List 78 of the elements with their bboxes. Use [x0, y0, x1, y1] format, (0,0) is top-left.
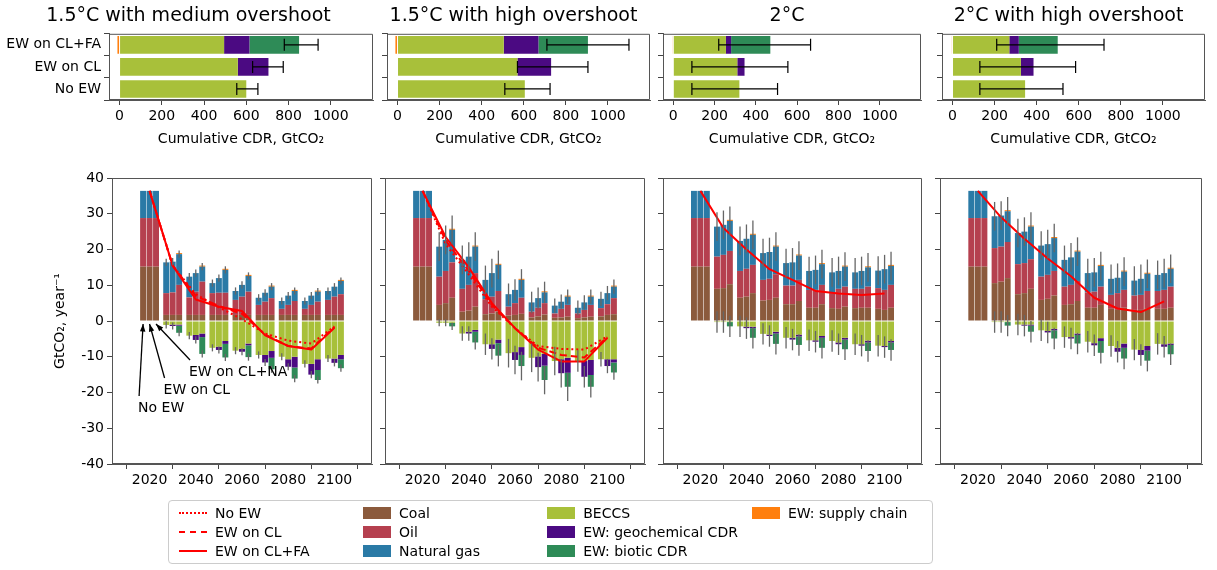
- y-tick-label: -20: [81, 383, 104, 400]
- x-axis-title: Cumulative CDR, GtCO₂: [157, 130, 325, 147]
- x-tick-label: 2020: [404, 471, 441, 488]
- x-tick-label: 0: [948, 107, 957, 124]
- x-tick-label: 800: [1107, 107, 1135, 124]
- x-tick-label: 200: [426, 107, 453, 124]
- y-tick-label: No EW: [54, 79, 102, 96]
- x-tick-label: 200: [701, 107, 728, 124]
- x-tick-label: 200: [981, 107, 1008, 124]
- x-tick-label: 2020: [682, 471, 719, 488]
- x-tick-label: 600: [510, 107, 538, 124]
- legend-label: EW: biotic CDR: [583, 543, 688, 560]
- x-axis-title: Cumulative CDR, GtCO₂: [708, 130, 876, 147]
- x-tick-label: 0: [668, 107, 678, 124]
- x-tick-label: 1000: [1145, 107, 1181, 124]
- x-tick-label: 2060: [774, 471, 811, 488]
- legend-label: EW on CL+FA: [215, 543, 310, 560]
- x-tick-label: 2100: [1146, 471, 1182, 488]
- x-tick-label: 0: [115, 107, 125, 124]
- x-tick-label: 200: [148, 107, 176, 124]
- y-tick-label: -40: [81, 454, 104, 471]
- chart-title: 1.5°C with high overshoot: [389, 3, 638, 26]
- x-tick-label: 2100: [866, 471, 903, 488]
- x-tick-label: 2080: [543, 471, 580, 488]
- y-axis-title: GtCO₂, year⁻¹: [51, 273, 68, 369]
- chart-title: 1.5°C with medium overshoot: [46, 3, 331, 26]
- x-tick-label: 2040: [1006, 471, 1043, 488]
- y-tick-label: -10: [81, 347, 104, 364]
- x-axis-title: Cumulative CDR, GtCO₂: [990, 130, 1157, 147]
- legend-label: BECCS: [583, 504, 631, 521]
- x-tick-label: 2080: [270, 471, 307, 488]
- chart-title: 2°C: [769, 3, 805, 26]
- x-tick-label: 400: [1023, 107, 1051, 124]
- x-tick-label: 2080: [820, 471, 857, 488]
- x-tick-label: 600: [232, 107, 260, 124]
- x-tick-label: 400: [468, 107, 496, 124]
- x-tick-label: 1000: [590, 107, 626, 124]
- x-tick-label: 1000: [861, 107, 898, 124]
- x-tick-label: 800: [552, 107, 580, 124]
- legend-label: EW on CL: [215, 523, 282, 540]
- x-tick-label: 2060: [497, 471, 533, 488]
- x-tick-label: 2020: [131, 471, 168, 488]
- x-tick-label: 2080: [1099, 471, 1136, 488]
- y-tick-label: 20: [86, 240, 104, 257]
- x-axis-title: Cumulative CDR, GtCO₂: [435, 130, 602, 147]
- chart-title: 2°C with high overshoot: [953, 3, 1184, 26]
- x-tick-label: 800: [275, 107, 302, 124]
- x-tick-label: 2020: [960, 471, 996, 488]
- y-tick-label: EW on CL+FA: [6, 35, 102, 52]
- x-tick-label: 1000: [312, 107, 349, 124]
- x-tick-label: 2060: [1053, 471, 1089, 488]
- legend-label: EW: supply chain: [787, 504, 908, 521]
- y-tick-label: 40: [86, 168, 104, 185]
- x-tick-label: 2040: [177, 471, 214, 488]
- annotation: EW on CL+NA: [189, 363, 288, 379]
- x-tick-label: 400: [190, 107, 218, 124]
- y-tick-label: 0: [95, 311, 104, 328]
- annotation: No EW: [138, 399, 185, 415]
- x-tick-label: 2100: [589, 471, 626, 488]
- legend-label: EW: geochemical CDR: [583, 523, 738, 540]
- legend-label: Natural gas: [399, 543, 480, 560]
- legend-label: Coal: [399, 504, 430, 521]
- y-tick-label: 10: [86, 275, 104, 292]
- annotation: EW on CL: [163, 381, 231, 397]
- y-tick-label: 30: [86, 204, 104, 221]
- x-tick-label: 2040: [728, 471, 765, 488]
- legend-label: No EW: [215, 504, 262, 521]
- x-tick-label: 800: [825, 107, 852, 124]
- y-tick-label: -30: [81, 418, 104, 435]
- x-tick-label: 600: [1065, 107, 1093, 124]
- x-tick-label: 0: [393, 107, 402, 124]
- x-tick-label: 2040: [450, 471, 487, 488]
- x-tick-label: 2100: [316, 471, 353, 488]
- x-tick-label: 400: [742, 107, 770, 124]
- x-tick-label: 600: [783, 107, 811, 124]
- x-tick-label: 2060: [224, 471, 260, 488]
- legend-label: Oil: [399, 523, 418, 540]
- y-tick-label: EW on CL: [34, 57, 102, 74]
